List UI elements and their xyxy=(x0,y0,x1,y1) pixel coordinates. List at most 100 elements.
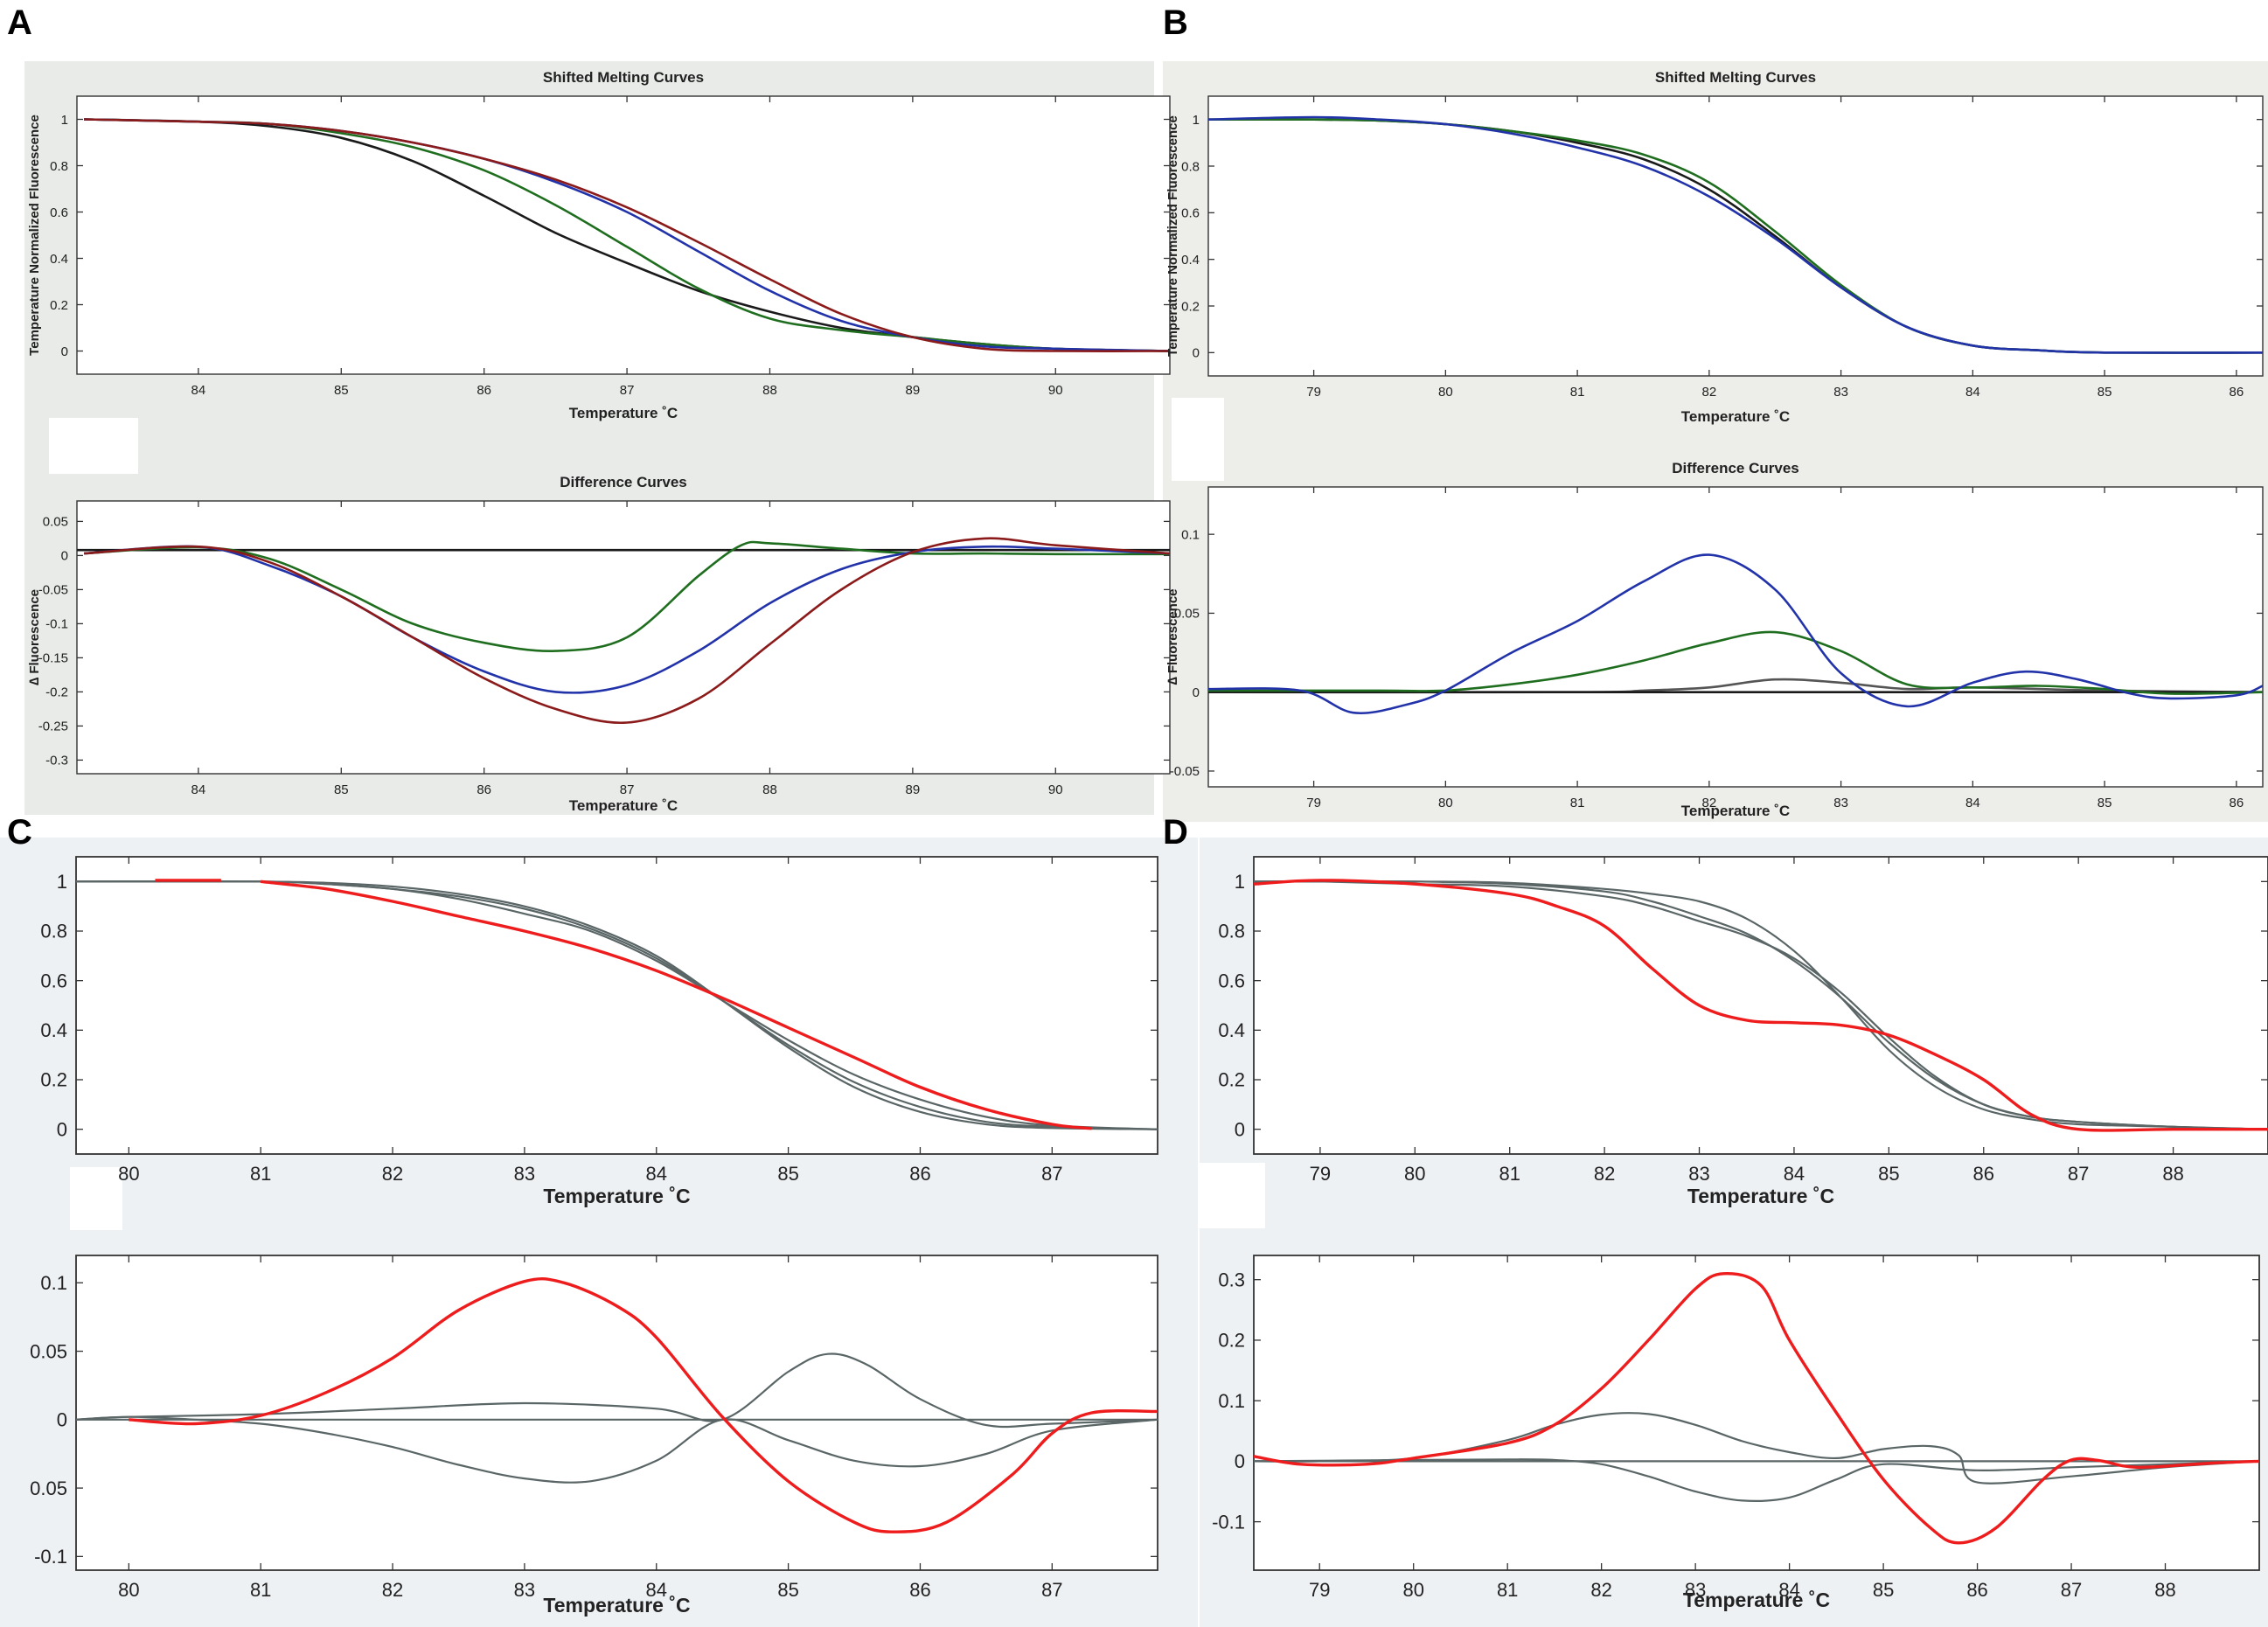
chart-title: Shifted Melting Curves xyxy=(1655,69,1816,86)
y-tick-label: 0.2 xyxy=(50,298,68,313)
x-tick-label: 81 xyxy=(1570,385,1585,400)
x-tick-label: 82 xyxy=(382,1579,403,1601)
x-tick-label: 84 xyxy=(1778,1579,1799,1601)
x-tick-label: 88 xyxy=(2154,1579,2175,1601)
chart-title: Shifted Melting Curves xyxy=(543,69,704,86)
y-axis-label: Temperature Normalized Fluorescence xyxy=(27,115,42,356)
x-tick-label: 84 xyxy=(1784,1163,1805,1185)
series-line-darkred xyxy=(84,118,1170,352)
y-tick-label: -0.25 xyxy=(38,720,68,734)
y-axis-label: ∆ Fluorescence xyxy=(27,589,42,685)
x-tick-label: 80 xyxy=(1438,796,1453,810)
x-tick-label: 88 xyxy=(762,383,777,398)
chart-title: Difference Curves xyxy=(1672,460,1799,476)
series-line-gray1 xyxy=(76,880,1158,1130)
redaction-box xyxy=(49,418,138,474)
y-tick-label: -0.1 xyxy=(34,1546,67,1568)
series-line-red xyxy=(260,880,1092,1130)
x-tick-label: 83 xyxy=(1688,1163,1709,1185)
x-tick-label: 88 xyxy=(2162,1163,2183,1185)
plot-area xyxy=(75,1255,1158,1571)
x-tick-label: 87 xyxy=(1041,1163,1062,1185)
x-tick-label: 85 xyxy=(1873,1579,1894,1601)
series-line-red xyxy=(1254,1272,2259,1545)
x-tick-label: 80 xyxy=(1438,385,1453,400)
y-tick-label: 0.4 xyxy=(1218,1019,1245,1041)
y-tick-label: 0.4 xyxy=(50,252,68,267)
y-tick-label: 0.6 xyxy=(1181,206,1200,221)
x-tick-label: 86 xyxy=(477,383,491,398)
chart-c-difference-curves: 80 81 82 83 84 85 86 87 0.1 0.05 0 0.05 -0.1 Temperat… xyxy=(30,1255,1158,1617)
y-tick-label: 0.4 xyxy=(40,1019,67,1041)
y-axis-label: Temperature Normalized Fluorescence xyxy=(1165,115,1180,357)
y-tick-label: 0.2 xyxy=(1218,1330,1245,1352)
x-tick-label: 87 xyxy=(1041,1579,1062,1601)
panel-label-b: B xyxy=(1163,3,1188,42)
y-tick-label: 0.8 xyxy=(1181,159,1200,174)
panel-label-d: D xyxy=(1163,813,1188,852)
x-tick-label: 89 xyxy=(906,383,921,398)
x-tick-label: 87 xyxy=(620,782,635,797)
x-tick-label: 84 xyxy=(646,1163,667,1185)
x-tick-label: 87 xyxy=(2068,1163,2089,1185)
x-tick-label: 83 xyxy=(514,1579,535,1601)
x-tick-label: 84 xyxy=(1965,385,1980,400)
x-tick-label: 87 xyxy=(620,383,635,398)
plot-area xyxy=(1253,1255,2260,1571)
y-tick-label: 0.3 xyxy=(1218,1269,1245,1290)
x-tick-label: 89 xyxy=(906,782,921,797)
x-axis-label: Temperature ˚C xyxy=(1681,803,1790,819)
x-tick-label: 80 xyxy=(1402,1579,1423,1601)
x-tick-label: 82 xyxy=(1590,1579,1611,1601)
series-line-blue xyxy=(1208,553,2263,715)
series-line-gray3 xyxy=(76,880,1158,1130)
x-tick-label: 80 xyxy=(118,1163,139,1185)
x-tick-label: 86 xyxy=(909,1163,930,1185)
x-tick-label: 85 xyxy=(334,383,349,398)
x-tick-label: 83 xyxy=(1685,1579,1706,1601)
y-axis-label: ∆ Fluorescence xyxy=(1165,588,1180,685)
y-tick-label: 1 xyxy=(1235,871,1245,893)
series-line-green xyxy=(84,540,1170,653)
series-line-blue xyxy=(1208,115,2263,354)
y-tick-label: 0.1 xyxy=(1218,1390,1245,1412)
y-tick-label: 0 xyxy=(61,549,68,564)
y-tick-label: 0.05 xyxy=(30,1478,67,1499)
x-tick-label: 84 xyxy=(191,383,206,398)
x-tick-label: 81 xyxy=(1570,796,1585,810)
y-tick-label: 0 xyxy=(1235,1118,1245,1140)
plot-area xyxy=(75,856,1158,1155)
y-tick-label: 0.05 xyxy=(43,515,68,530)
y-tick-label: 0 xyxy=(57,1118,67,1140)
x-tick-label: 86 xyxy=(1966,1579,1987,1601)
series-line-darkred xyxy=(84,537,1170,725)
y-tick-label: 0.8 xyxy=(1218,921,1245,942)
x-tick-label: 84 xyxy=(1965,796,1980,810)
x-tick-label: 79 xyxy=(1306,796,1321,810)
chart-a-melting-curves: Shifted Melting Curves 84 85 86 87 88 89 90 0 0.2… xyxy=(27,69,1171,421)
series-line-red xyxy=(1254,879,2268,1132)
x-tick-label: 80 xyxy=(118,1579,139,1601)
x-tick-label: 86 xyxy=(477,782,491,797)
chart-b-difference-curves: Difference Curves 79 80 81 82 83 84 85 86 0.1 0.05… xyxy=(1165,460,2264,819)
x-tick-label: 90 xyxy=(1048,782,1063,797)
x-tick-label: 86 xyxy=(2230,385,2244,400)
y-tick-label: 0 xyxy=(1193,685,1200,700)
series-line-gray3 xyxy=(1254,880,2268,1130)
y-tick-label: -0.2 xyxy=(45,685,68,700)
x-tick-label: 84 xyxy=(191,782,206,797)
chart-title: Difference Curves xyxy=(560,474,687,490)
x-tick-label: 79 xyxy=(1306,385,1321,400)
x-tick-label: 86 xyxy=(2230,796,2244,810)
series-line-red xyxy=(129,1276,1158,1533)
y-tick-label: 0.4 xyxy=(1181,253,1200,268)
x-axis-label: Temperature ˚C xyxy=(1683,1589,1830,1611)
x-tick-label: 79 xyxy=(1309,1579,1330,1601)
y-tick-label: -0.15 xyxy=(38,651,68,666)
y-tick-label: -0.3 xyxy=(45,754,68,768)
x-tick-label: 82 xyxy=(382,1163,403,1185)
y-tick-label: 0.2 xyxy=(1181,299,1200,314)
plot-area xyxy=(1207,95,2264,377)
x-tick-label: 84 xyxy=(646,1579,667,1601)
x-tick-label: 83 xyxy=(1833,796,1848,810)
